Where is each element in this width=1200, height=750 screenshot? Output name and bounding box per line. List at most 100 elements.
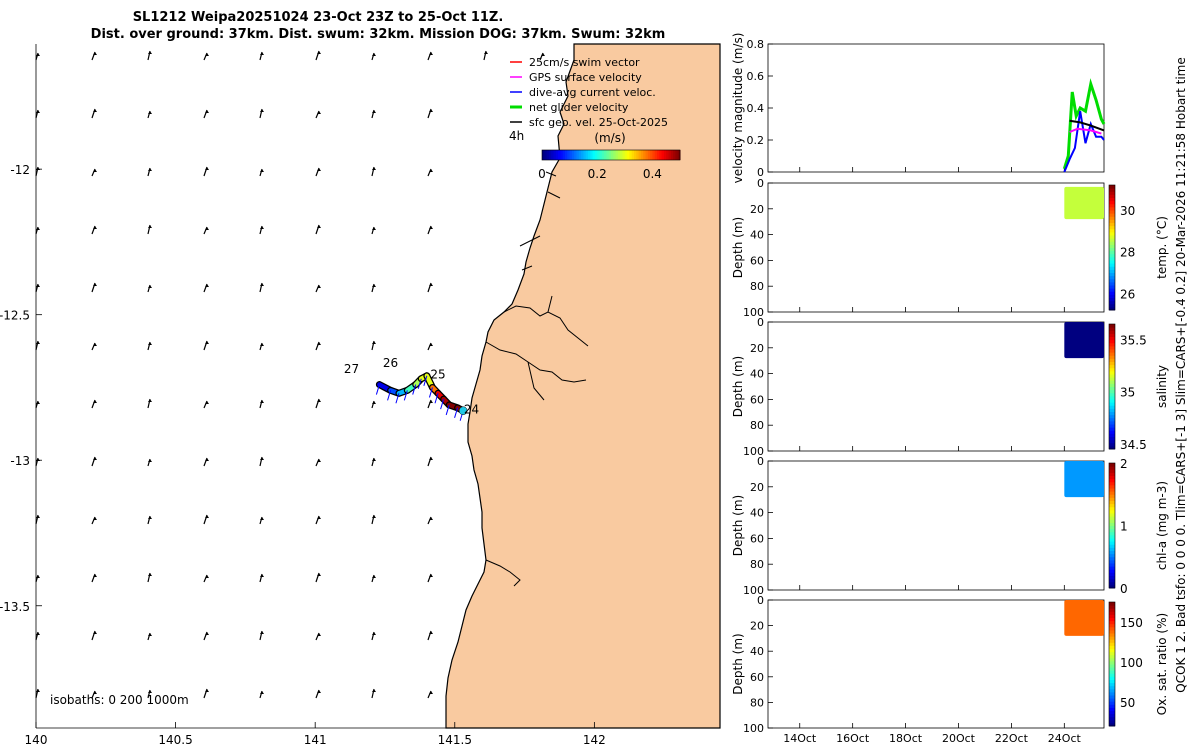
sfc-velocity-arrowhead — [260, 574, 264, 577]
sfc-velocity-arrowhead — [372, 110, 376, 113]
sfc-velocity-arrowhead — [205, 632, 209, 635]
sfc-velocity-arrowhead — [36, 575, 40, 578]
sfc-velocity-arrowhead — [148, 633, 152, 636]
temperature-colorbar-cell — [1109, 253, 1115, 258]
colorbar-cell — [594, 150, 598, 160]
salinity-colorbar-tick-label: 34.5 — [1120, 438, 1147, 452]
day-label: 24 — [464, 403, 479, 417]
temperature-colorbar-cell — [1109, 235, 1115, 239]
salinity-colorbar-cell — [1109, 402, 1115, 406]
sfc-velocity-arrowhead — [205, 53, 209, 56]
estuary-line — [485, 341, 587, 401]
temperature-colorbar-cell — [1109, 213, 1115, 217]
temperature-ytick-label: 60 — [750, 254, 764, 267]
dive-avg-vector — [434, 393, 439, 404]
chla-colorbar-cell — [1109, 584, 1115, 589]
salinity-panel: Depth (m) 0 20 40 60 80 100 34.5 35 35.5 salinity — [731, 316, 1169, 458]
estuary-line — [545, 171, 561, 199]
temperature-colorbar-cell — [1109, 266, 1115, 270]
colorbar-cell — [643, 150, 646, 160]
oxygen-colorbar-cell — [1109, 617, 1115, 622]
temperature-colorbar-cell — [1109, 278, 1115, 283]
sfc-velocity-arrowhead — [205, 458, 209, 461]
sfc-velocity-arrowhead — [372, 458, 376, 461]
oxygen-colorbar-cell — [1109, 639, 1115, 643]
chla-colorbar-tick-label: 1 — [1120, 520, 1128, 534]
sfc-velocity-arrowhead — [93, 457, 97, 460]
time-tick-label: 14Oct — [783, 732, 817, 745]
temperature-colorbar-cell — [1109, 272, 1115, 277]
chla-colorbar-cell — [1109, 469, 1115, 473]
oxygen-colorbar-label: Ox. sat. ratio (%) — [1155, 613, 1169, 715]
oxygen-colorbar-cell — [1109, 710, 1115, 715]
sfc-velocity-arrowhead — [36, 401, 40, 404]
sfc-velocity-arrowhead — [205, 167, 209, 170]
oxygen-colorbar-tick-label: 150 — [1120, 616, 1143, 630]
sfc-velocity-arrowhead — [93, 691, 97, 694]
map-legend: 25cm/s swim vector GPS surface velocity di… — [509, 56, 681, 181]
dive-avg-vector — [375, 384, 380, 395]
colorbar-cell — [592, 150, 596, 160]
oxygen-colorbar-cell — [1109, 648, 1115, 653]
velocity-series-line — [1069, 127, 1102, 135]
temperature-colorbar-cell — [1109, 200, 1115, 205]
sfc-velocity-arrowhead — [93, 226, 97, 229]
day-label: 26 — [383, 356, 398, 370]
estuaries — [485, 171, 589, 587]
sfc-velocity-arrowhead — [372, 53, 376, 56]
colorbar-tick-label: 0 — [538, 167, 546, 181]
colorbar-cell — [569, 150, 573, 160]
sfc-velocity-arrowhead — [205, 515, 209, 518]
temperature-colorbar-cell — [1109, 281, 1115, 286]
sfc-velocity-arrowhead — [205, 401, 209, 404]
chla-ytick-label: 20 — [750, 481, 764, 494]
chla-colorbar-cell — [1109, 516, 1115, 520]
chla-colorbar-cell — [1109, 581, 1115, 586]
chla-colorbar-cell — [1109, 506, 1115, 511]
salinity-colorbar-cell — [1109, 352, 1115, 356]
temperature-colorbar-cell — [1109, 225, 1115, 230]
temperature-panel: Depth (m) 0 20 40 60 80 100 26 28 30 temp. (°C) — [731, 177, 1169, 319]
time-tick-label: 24Oct — [1048, 732, 1082, 745]
colorbar-cell — [599, 150, 603, 160]
oxygen-colorbar-cell — [1109, 679, 1115, 684]
legend-entry: 25cm/s swim vector — [529, 56, 640, 69]
salinity-colorbar-cell — [1109, 330, 1115, 334]
colorbar-cell — [636, 150, 640, 160]
oxygen-colorbar-cell — [1109, 707, 1115, 711]
colorbar-cell — [606, 150, 610, 160]
estuary-line — [485, 559, 521, 587]
oxygen-colorbar-cell — [1109, 654, 1115, 659]
sfc-velocity-arrowhead — [372, 575, 376, 578]
colorbar-cell — [555, 150, 559, 160]
sfc-velocity-arrowhead — [148, 225, 152, 228]
legend-entry: GPS surface velocity — [529, 71, 642, 84]
salinity-ylabel: Depth (m) — [731, 356, 745, 417]
temperature-ylabel: Depth (m) — [731, 217, 745, 278]
colorbar-cell — [604, 150, 607, 160]
sfc-velocity-arrowhead — [260, 343, 264, 346]
sfc-velocity-arrowhead — [429, 283, 433, 286]
legend-entry: sfc geo. vel. 25-Oct-2025 — [529, 116, 668, 129]
salinity-colorbar-cell — [1109, 433, 1115, 437]
chla-colorbar-cell — [1109, 503, 1115, 508]
salinity-colorbar-cell — [1109, 386, 1115, 391]
salinity-colorbar-cell — [1109, 436, 1115, 441]
oxygen-colorbar-cell — [1109, 645, 1115, 649]
sfc-velocity-arrowhead — [93, 169, 97, 172]
temperature-colorbar-tick-label: 28 — [1120, 246, 1135, 260]
colorbar-cell — [565, 150, 568, 160]
dive-avg-vector — [445, 404, 450, 416]
colorbar-cell — [634, 150, 637, 160]
temperature-colorbar-cell — [1109, 250, 1115, 255]
chla-ytick-label: 0 — [757, 455, 764, 468]
map-x-tick-label: 141.5 — [438, 733, 472, 747]
velocity-series-line — [1063, 111, 1105, 173]
temperature-colorbar-cell — [1109, 291, 1115, 295]
title-line-2: Dist. over ground: 37km. Dist. swum: 32k… — [91, 27, 666, 42]
day-label: 25 — [430, 368, 445, 382]
temperature-ytick-label: 80 — [750, 280, 764, 293]
sfc-velocity-arrowhead — [260, 169, 264, 172]
temperature-colorbar-cell — [1109, 238, 1115, 242]
colorbar-cell — [631, 150, 635, 160]
